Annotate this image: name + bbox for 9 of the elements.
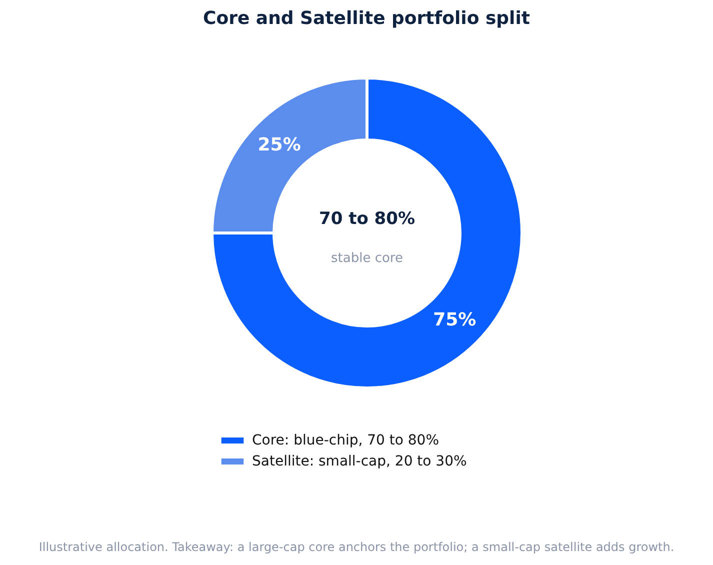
- text: stable core: [331, 251, 403, 266]
- data-label: 75%: [433, 310, 476, 331]
- legend-label: Core: blue-chip, 70 to 80%: [252, 432, 440, 448]
- text: Illustrative allocation. Takeaway: a large-cap core anchors the portfolio; a small-cap satellite adds growth.: [38, 540, 674, 554]
- legend-label: Satellite: small-cap, 20 to 30%: [252, 454, 467, 470]
- text: 70 to 80%: [319, 209, 415, 229]
- data-label: 25%: [258, 134, 301, 156]
- donut-slice: [210, 76, 524, 390]
- chart-title: Core and Satellite portfolio split: [203, 8, 530, 29]
